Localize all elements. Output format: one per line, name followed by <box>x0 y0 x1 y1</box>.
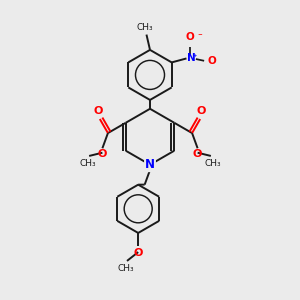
Text: N: N <box>187 53 196 63</box>
Text: O: O <box>134 248 143 258</box>
Text: CH₃: CH₃ <box>137 23 153 32</box>
Text: ⁺: ⁺ <box>193 53 197 62</box>
Text: O: O <box>208 56 216 66</box>
Text: O: O <box>186 32 195 42</box>
Text: CH₃: CH₃ <box>79 159 96 168</box>
Text: ⁻: ⁻ <box>197 32 202 41</box>
Text: CH₃: CH₃ <box>118 264 134 273</box>
Text: CH₃: CH₃ <box>204 159 221 168</box>
Text: O: O <box>193 149 202 160</box>
Text: O: O <box>94 106 103 116</box>
Text: O: O <box>197 106 206 116</box>
Text: O: O <box>98 149 107 160</box>
Text: N: N <box>145 158 155 171</box>
